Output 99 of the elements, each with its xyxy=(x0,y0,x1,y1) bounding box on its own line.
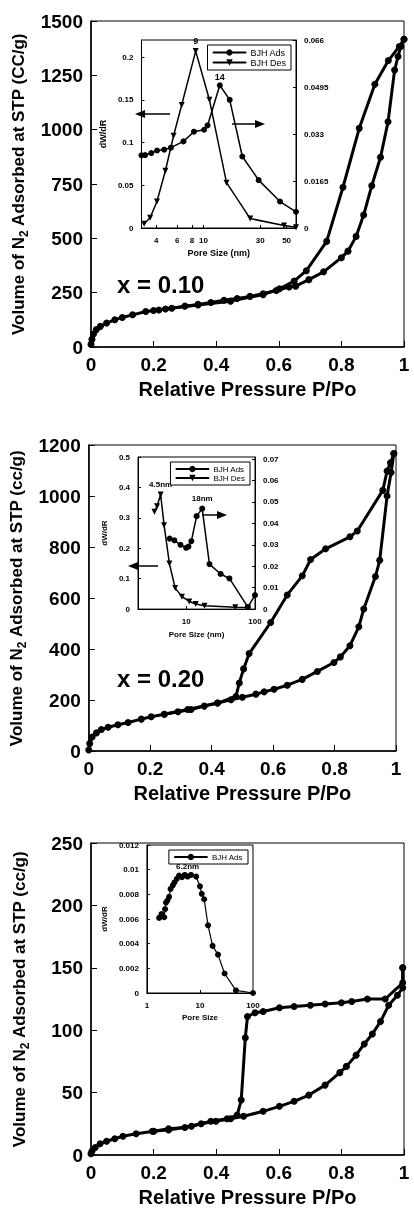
y-tick-label: 0.008 xyxy=(118,889,140,899)
x-tick-label: 1 xyxy=(144,1000,150,1010)
y-tick-label: 0.4 xyxy=(118,482,131,492)
x-tick-label: 4 xyxy=(154,235,160,245)
y2-tick-label: 0 xyxy=(263,604,268,614)
x-tick-label: 0.6 xyxy=(265,1162,293,1183)
y-tick-label: 1250 xyxy=(40,64,83,86)
annotation: 4.5nm xyxy=(149,479,173,489)
y-tick-label: 0.1 xyxy=(118,574,131,584)
y-tick-label: 0.2 xyxy=(118,543,131,553)
annotation: x = 0.10 xyxy=(117,270,205,298)
y-tick-label: 1000 xyxy=(40,119,83,141)
y-tick-label: 50 xyxy=(61,1082,83,1104)
y-tick-label: 0 xyxy=(129,223,135,233)
y-tick-label: 0.3 xyxy=(118,513,131,523)
x-tick-label: 0.4 xyxy=(198,758,226,779)
y-tick-label: 1200 xyxy=(38,434,81,456)
y-tick-label: 750 xyxy=(51,173,83,195)
annotation: 9 xyxy=(193,35,199,46)
x-tick-label: 0 xyxy=(85,354,97,375)
x-tick-label: 0.6 xyxy=(259,758,287,779)
y2-tick-label: 0.04 xyxy=(263,518,280,528)
annotation: 18nm xyxy=(191,494,213,504)
x-tick-label: 0.4 xyxy=(202,1162,230,1183)
x-tick-label: 0.6 xyxy=(265,354,293,375)
y2-tick-label: 0.066 xyxy=(304,35,325,45)
y-tick-label: 0 xyxy=(72,1144,83,1166)
legend-label: BJH Des xyxy=(250,57,287,68)
x-axis-title: Pore Size (nm) xyxy=(187,248,250,259)
x-tick-label: 6 xyxy=(175,235,180,245)
x-axis-title: Pore Size xyxy=(181,1013,219,1023)
y-tick-label: 250 xyxy=(51,832,83,854)
x-tick-label: 0.8 xyxy=(328,1162,355,1183)
x-tick-label: 30 xyxy=(255,235,266,245)
y-tick-label: 0.01 xyxy=(123,865,140,875)
y-tick-label: 0.15 xyxy=(117,95,135,105)
y2-tick-label: 0.06 xyxy=(263,476,280,486)
annotation: x = 0.20 xyxy=(117,664,205,692)
x-tick-label: 100 xyxy=(246,1000,261,1010)
y-axis-title: dW/dR xyxy=(99,520,109,546)
y-tick-label: 0.004 xyxy=(118,939,140,949)
y-tick-label: 0 xyxy=(72,336,83,358)
y-axis-title: dW/dR xyxy=(99,906,109,932)
y-tick-label: 1000 xyxy=(38,485,81,507)
y-tick-label: 0 xyxy=(70,740,81,762)
x-axis-title: Relative Pressure P/Po xyxy=(133,782,352,804)
x-tick-label: 1 xyxy=(398,354,410,375)
x-tick-label: 10 xyxy=(181,616,192,626)
x-tick-label: 8 xyxy=(189,235,195,245)
y2-tick-label: 0.05 xyxy=(263,497,280,507)
y-tick-label: 100 xyxy=(51,1019,83,1041)
x-tick-label: 0.4 xyxy=(202,354,230,375)
y-tick-label: 500 xyxy=(51,227,83,249)
y-tick-label: 250 xyxy=(51,282,83,304)
x-axis-title: Pore Size (nm) xyxy=(168,629,225,639)
y-tick-label: 150 xyxy=(51,957,83,979)
y-tick-label: 400 xyxy=(49,638,81,660)
y-tick-label: 0.1 xyxy=(122,138,135,148)
y-tick-label: 0.2 xyxy=(122,52,135,62)
y2-tick-label: 0 xyxy=(304,223,309,233)
legend-label: BJH Des xyxy=(213,473,245,483)
y2-tick-label: 0.0495 xyxy=(304,82,330,92)
y-tick-label: 1500 xyxy=(40,10,83,32)
y-axis-title: Volume of N2 Adsorbed at STP (CC/g) xyxy=(9,33,31,335)
x-tick-label: 1 xyxy=(390,758,402,779)
y-tick-label: 0.05 xyxy=(117,180,135,190)
x-tick-label: 50 xyxy=(282,235,292,245)
x-tick-label: 0 xyxy=(85,1162,97,1183)
y-tick-label: 0.002 xyxy=(118,963,140,973)
y-tick-label: 800 xyxy=(49,536,81,558)
y-axis-title: Volume of N2 Adsorbed at STP (cc/g) xyxy=(10,851,32,1148)
y2-tick-label: 0.01 xyxy=(263,583,280,593)
y-tick-label: 200 xyxy=(51,894,83,916)
x-tick-label: 10 xyxy=(199,235,209,245)
x-tick-label: 0.8 xyxy=(328,354,355,375)
y-tick-label: 0.006 xyxy=(118,914,140,924)
legend-label: BJH Ads xyxy=(211,852,243,862)
y-axis-title: Volume of N2 Adsorbed at STP (cc/g) xyxy=(7,450,29,747)
y2-tick-label: 0.07 xyxy=(263,454,280,464)
y-tick-label: 200 xyxy=(49,689,81,711)
y2-tick-label: 0.0165 xyxy=(304,176,330,186)
y2-tick-label: 0.02 xyxy=(263,561,280,571)
x-tick-label: 1 xyxy=(398,1162,410,1183)
y-tick-label: 0.012 xyxy=(118,840,140,850)
y-tick-label: 0 xyxy=(125,604,131,614)
annotation: 6.2nm xyxy=(176,862,200,872)
legend-label: BJH Ads xyxy=(250,47,286,58)
y-tick-label: 0.5 xyxy=(118,452,131,462)
x-axis-title: Relative Pressure P/Po xyxy=(138,1186,357,1208)
y-tick-label: 0 xyxy=(134,988,140,998)
y2-tick-label: 0.033 xyxy=(304,129,325,139)
x-tick-label: 0.8 xyxy=(321,758,348,779)
annotation: 14 xyxy=(214,71,225,82)
y-tick-label: 600 xyxy=(49,587,81,609)
legend-label: BJH Ads xyxy=(213,464,245,474)
y2-tick-label: 0.03 xyxy=(263,540,280,550)
x-tick-label: 10 xyxy=(195,1000,205,1010)
y-axis-title: dW/dR xyxy=(97,119,108,149)
x-axis-title: Relative Pressure P/Po xyxy=(138,378,357,400)
